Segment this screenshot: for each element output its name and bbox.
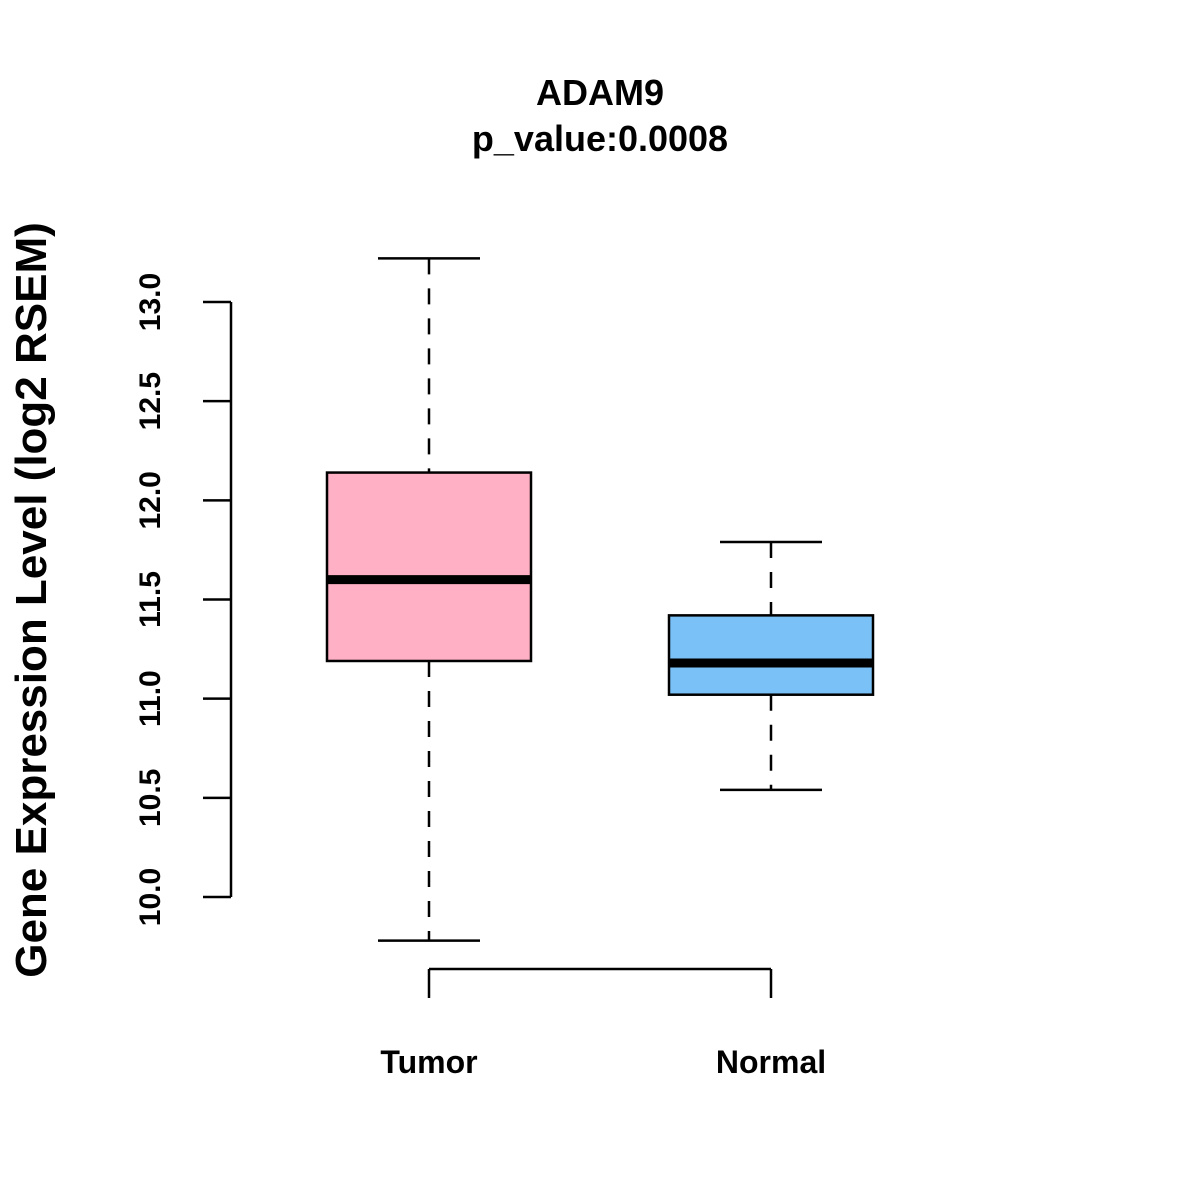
x-axis: Tumor Normal — [380, 967, 826, 1080]
boxes — [325, 257, 875, 942]
y-tick-label-3: 11.5 — [134, 571, 167, 628]
y-tick-label-6: 13.0 — [134, 273, 167, 331]
chart-subtitle: p_value:0.0008 — [472, 118, 728, 159]
y-axis: 10.0 10.5 11.0 11.5 12.0 12.5 13.0 — [134, 273, 233, 926]
box-tumor — [325, 257, 533, 942]
y-tick-label-5: 12.5 — [134, 372, 167, 430]
iqr-box — [325, 471, 533, 663]
iqr-box — [667, 614, 875, 696]
box-normal — [667, 540, 875, 792]
chart-title: ADAM9 — [536, 72, 664, 113]
x-tick-label-normal: Normal — [716, 1044, 826, 1080]
y-axis-label: Gene Expression Level (log2 RSEM) — [7, 222, 56, 978]
y-tick-label-2: 11.0 — [134, 670, 167, 727]
y-tick-label-1: 10.5 — [134, 769, 167, 827]
x-tick-label-tumor: Tumor — [380, 1044, 477, 1080]
y-tick-label-4: 12.0 — [134, 471, 167, 529]
y-tick-label-0: 10.0 — [134, 868, 167, 926]
